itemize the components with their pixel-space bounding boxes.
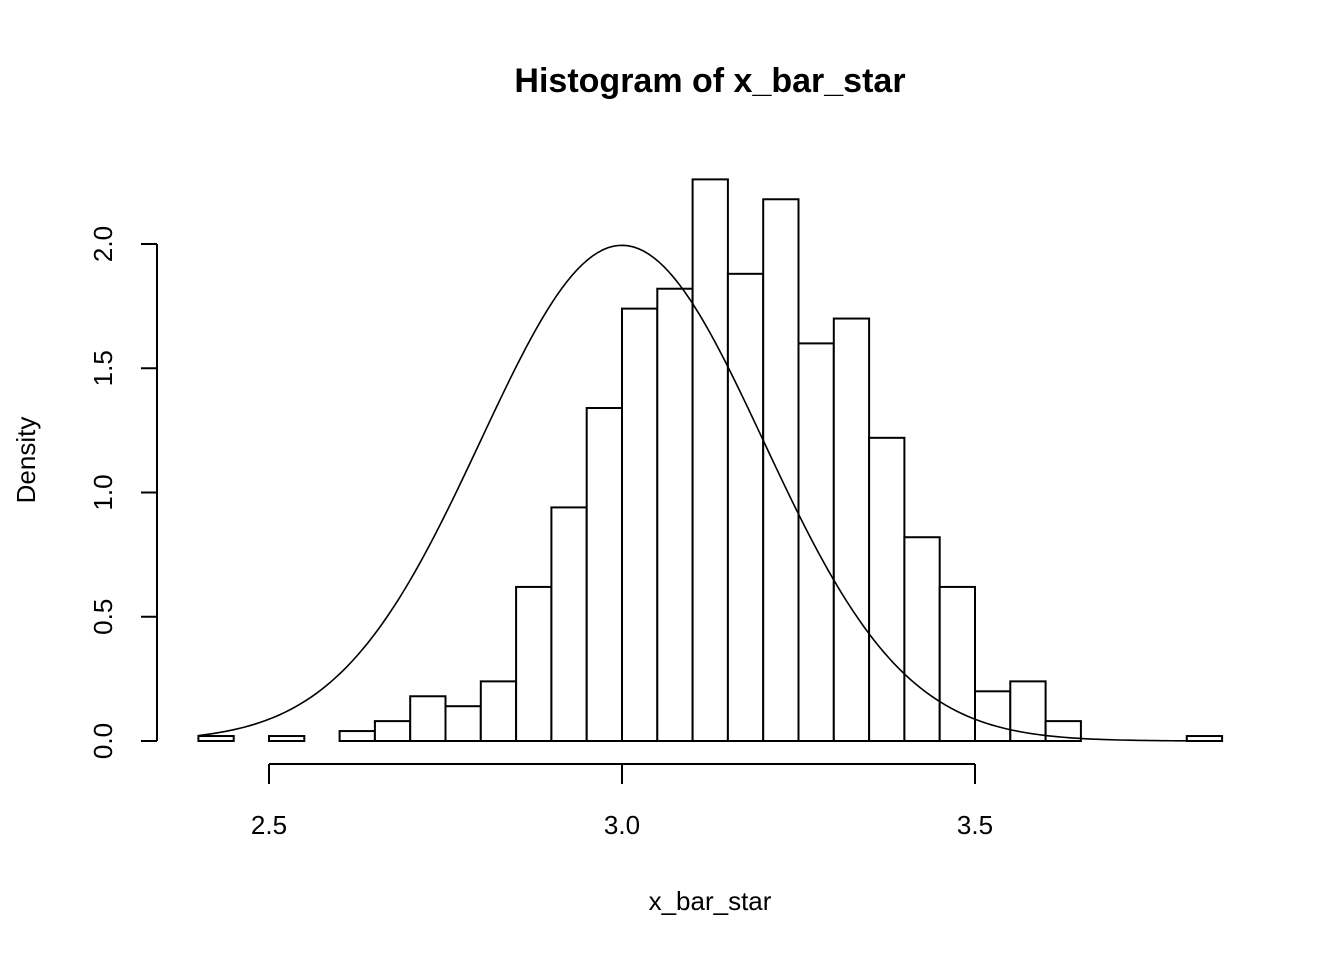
histogram-bar-17 <box>797 342 835 742</box>
density-curve <box>198 244 1223 742</box>
x-axis-label: x_bar_star <box>649 886 772 916</box>
x-tick-label: 2.5 <box>251 810 287 840</box>
histogram-bar-4 <box>338 730 376 742</box>
histogram-bar-14 <box>691 178 729 742</box>
x-tick-label: 3.0 <box>604 810 640 840</box>
histogram-bar-21 <box>938 585 977 742</box>
y-tick-label: 1.0 <box>88 474 118 510</box>
histogram-bar-7 <box>444 705 482 743</box>
y-tick-label: 1.5 <box>88 350 118 386</box>
histogram-bar-9 <box>515 585 553 742</box>
histogram-bar-12 <box>621 307 659 742</box>
histogram-bar-13 <box>656 287 694 742</box>
histogram-bar-10 <box>550 506 588 742</box>
y-tick-label: 0.0 <box>88 723 118 759</box>
histogram-bar-6 <box>409 695 447 743</box>
x-axis: 2.5 3.0 3.5 <box>251 763 993 840</box>
histogram-bar-18 <box>832 317 871 742</box>
histogram-bar-11 <box>585 407 624 742</box>
x-tick-label: 3.5 <box>957 810 993 840</box>
histogram-bar-8 <box>479 680 518 742</box>
y-axis: 0.0 0.5 1.0 1.5 2.0 <box>88 226 158 759</box>
y-tick-label: 0.5 <box>88 599 118 635</box>
histogram-bar-22 <box>974 690 1012 742</box>
y-axis-label: Density <box>11 417 41 504</box>
histogram-bar-23 <box>1009 680 1047 742</box>
histogram-bar-19 <box>868 436 906 742</box>
chart-title: Histogram of x_bar_star <box>514 62 905 100</box>
histogram-bar-5 <box>373 720 412 742</box>
histogram-bar-16 <box>762 198 800 742</box>
histogram-bar-20 <box>903 536 941 742</box>
histogram-bar-2 <box>268 735 306 743</box>
y-tick-label: 2.0 <box>88 226 118 262</box>
histogram-bars <box>197 178 1224 743</box>
histogram-bar-15 <box>726 272 765 742</box>
histogram-bar-0 <box>197 735 235 743</box>
